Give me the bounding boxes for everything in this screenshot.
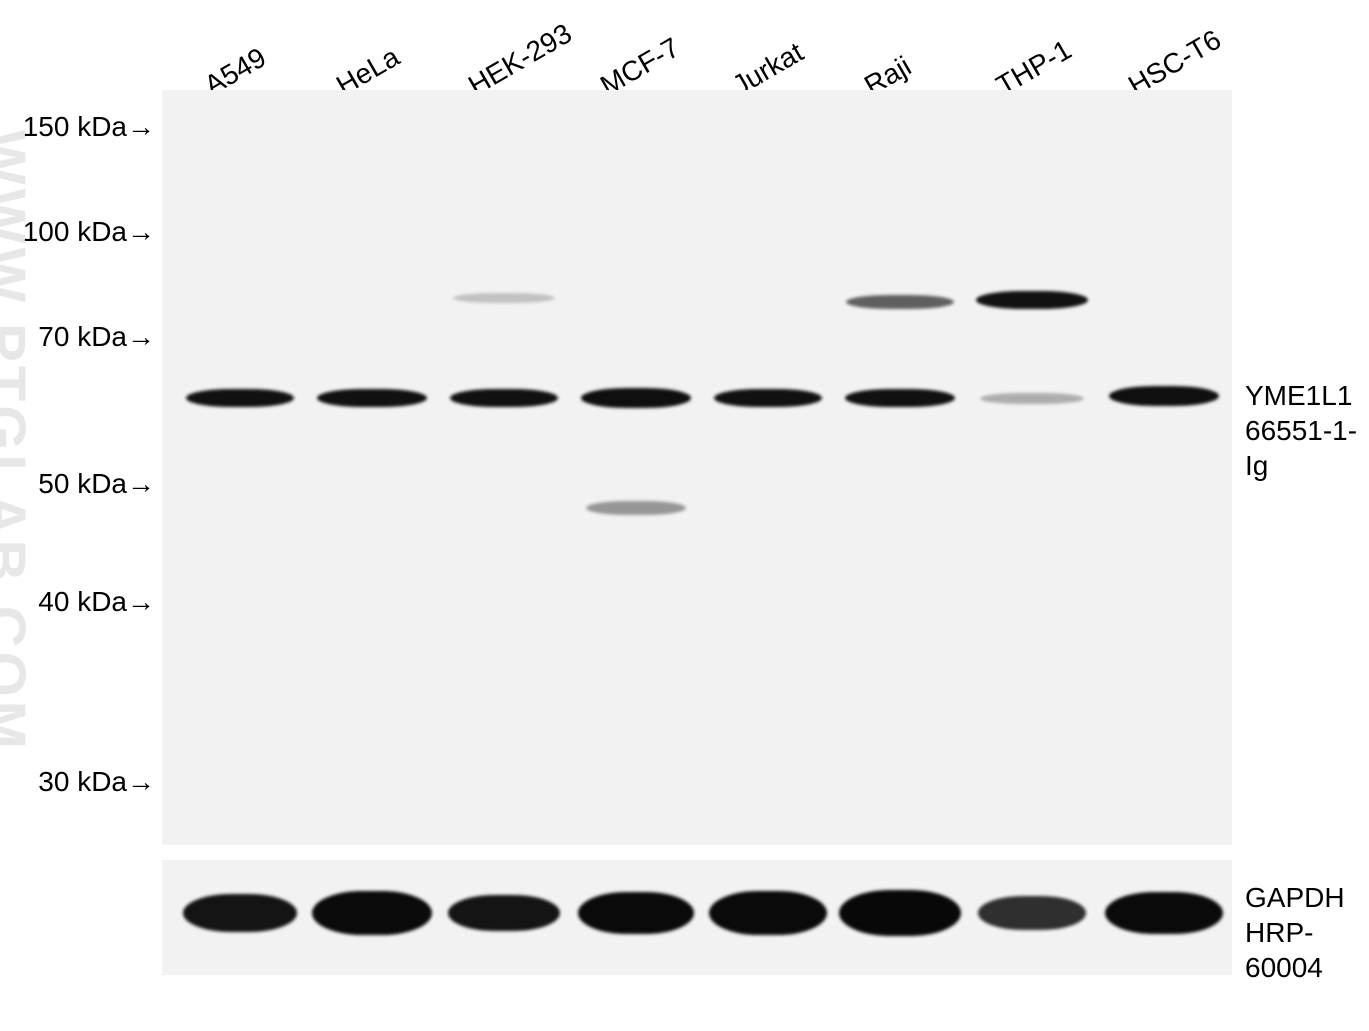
blot-band (586, 501, 686, 515)
blot-band (450, 389, 558, 407)
blot-band (186, 389, 294, 407)
blot-panel-gapdh (162, 860, 1232, 975)
antibody-name: GAPDH (1245, 882, 1345, 913)
blot-band (453, 293, 555, 303)
blot-band (709, 891, 827, 935)
antibody-catalog: 66551-1-Ig (1245, 415, 1357, 481)
blot-figure: WWW.PTGLAB.COM A549 HeLa HEK-293 MCF-7 J… (0, 0, 1369, 1031)
blot-band (846, 295, 954, 309)
mw-marker: 40 kDa→ (20, 586, 155, 618)
blot-band (978, 896, 1086, 930)
antibody-label-yme1l1: YME1L1 66551-1-Ig (1245, 378, 1369, 483)
blot-panel-yme1l1 (162, 90, 1232, 845)
blot-band (980, 393, 1084, 404)
mw-marker: 30 kDa→ (20, 766, 155, 798)
blot-band (845, 389, 955, 407)
blot-band (312, 891, 432, 935)
antibody-name: YME1L1 (1245, 380, 1352, 411)
antibody-label-gapdh: GAPDH HRP-60004 (1245, 880, 1369, 985)
blot-band (976, 291, 1088, 309)
blot-band (1105, 892, 1223, 934)
blot-band (578, 892, 694, 934)
blot-band (581, 388, 691, 408)
blot-band (183, 894, 297, 932)
blot-band (714, 389, 822, 407)
blot-band (839, 890, 961, 936)
antibody-catalog: HRP-60004 (1245, 917, 1323, 983)
blot-band (317, 389, 427, 407)
mw-marker: 100 kDa→ (20, 216, 155, 248)
mw-marker: 70 kDa→ (20, 321, 155, 353)
blot-band (448, 895, 560, 931)
mw-marker: 50 kDa→ (20, 468, 155, 500)
blot-band (1109, 386, 1219, 406)
mw-marker: 150 kDa→ (20, 111, 155, 143)
